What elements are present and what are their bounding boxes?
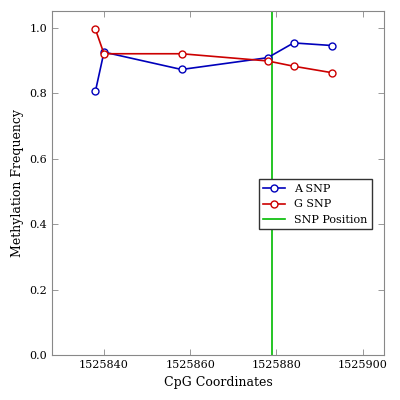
G SNP <box>93 27 98 32</box>
X-axis label: CpG Coordinates: CpG Coordinates <box>164 376 272 389</box>
G SNP <box>291 64 296 69</box>
A SNP <box>291 40 296 45</box>
A SNP <box>93 89 98 94</box>
A SNP <box>330 43 335 48</box>
Legend: A SNP, G SNP, SNP Position: A SNP, G SNP, SNP Position <box>258 179 372 229</box>
G SNP <box>330 70 335 75</box>
Line: A SNP: A SNP <box>92 40 336 95</box>
A SNP <box>102 50 106 54</box>
A SNP <box>265 55 270 60</box>
G SNP <box>102 51 106 56</box>
A SNP <box>179 67 184 72</box>
Y-axis label: Methylation Frequency: Methylation Frequency <box>11 109 24 257</box>
G SNP <box>265 58 270 63</box>
Line: G SNP: G SNP <box>92 26 336 76</box>
G SNP <box>179 51 184 56</box>
